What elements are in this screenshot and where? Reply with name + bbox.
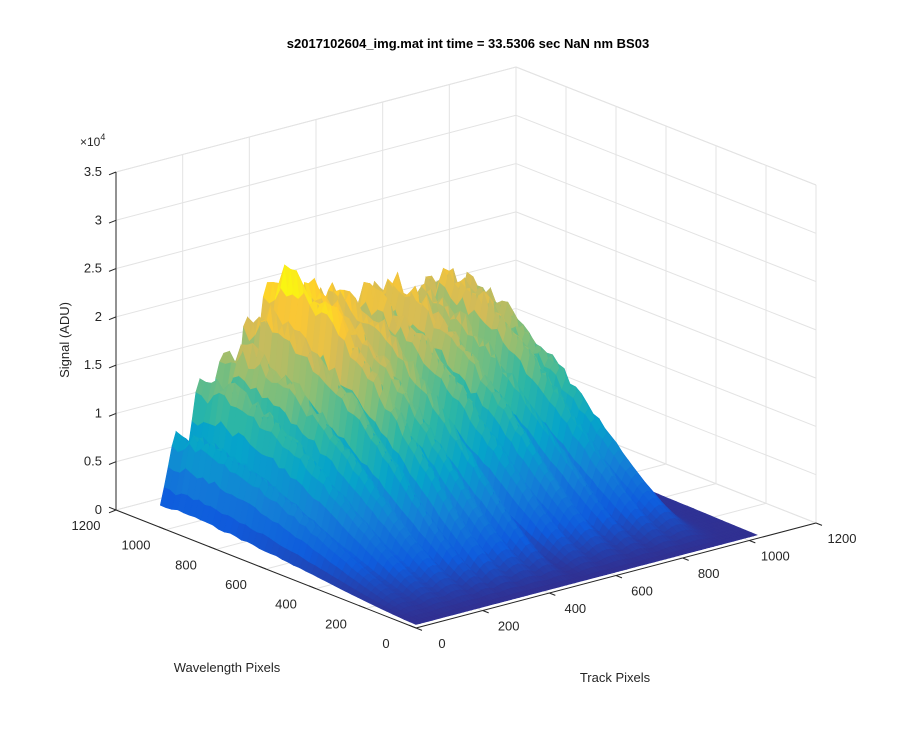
chart-title: s2017102604_img.mat int time = 33.5306 s… (287, 36, 649, 51)
axis-labels: s2017102604_img.mat int time = 33.5306 s… (57, 36, 856, 685)
z-tick-4 (108, 316, 117, 321)
x-tick-label-5: 1000 (761, 549, 790, 564)
y-tick-label-3: 600 (225, 577, 247, 592)
grid-sidewall-z-5 (515, 163, 817, 283)
y-axis-label: Wavelength Pixels (174, 660, 281, 675)
z-tick-label-4: 2 (95, 309, 102, 324)
x-tick-5 (749, 540, 756, 544)
y-tick-2 (308, 585, 317, 590)
x-tick-1 (482, 610, 489, 614)
surface-mesh[interactable] (159, 264, 758, 625)
z-tick-2 (108, 412, 117, 417)
grid-backwall-z-4 (115, 211, 517, 318)
x-tick-label-1: 200 (498, 619, 520, 634)
z-axis-label: Signal (ADU) (57, 302, 72, 378)
z-exponent-label: ×104 (80, 132, 105, 149)
x-tick-label-3: 600 (631, 584, 653, 599)
z-tick-5 (108, 268, 117, 272)
z-tick-label-1: 0.5 (84, 454, 102, 469)
grid-backwall-z-5 (115, 163, 517, 270)
y-tick-1 (358, 605, 367, 609)
z-tick-label-0: 0 (95, 502, 102, 517)
z-tick-label-3: 1.5 (84, 357, 102, 372)
z-tick-label-5: 2.5 (84, 261, 102, 276)
y-tick-label-5: 1000 (122, 538, 151, 553)
x-tick-3 (615, 575, 623, 579)
y-tick-3 (258, 565, 267, 570)
y-tick-label-1: 200 (325, 616, 347, 631)
z-tick-label-7: 3.5 (84, 164, 102, 179)
x-tick-label-6: 1200 (828, 531, 857, 546)
surface-patch (746, 532, 758, 537)
y-tick-label-6: 1200 (72, 518, 101, 533)
x-tick-4 (682, 557, 689, 561)
z-tick-label-2: 1 (95, 405, 102, 420)
y-tick-label-0: 0 (382, 636, 389, 651)
y-tick-4 (208, 546, 217, 550)
y-tick-5 (158, 526, 167, 531)
x-tick-label-0: 0 (438, 636, 445, 651)
y-tick-label-2: 400 (275, 597, 297, 612)
z-tick-6 (108, 219, 117, 224)
grid-sidewall-z-6 (515, 114, 817, 234)
x-tick-2 (549, 592, 556, 596)
y-tick-label-4: 800 (175, 557, 197, 572)
grid-backwall-z-6 (115, 114, 517, 221)
grid-sidewall-z-3 (515, 259, 817, 379)
z-tick-label-6: 3 (95, 212, 102, 227)
x-tick-0 (415, 627, 423, 631)
x-tick-6 (815, 522, 823, 526)
box-edge-side-top (515, 66, 817, 186)
x-tick-label-4: 800 (698, 566, 720, 581)
axes-box (108, 171, 823, 631)
grid-sidewall-z-2 (515, 307, 817, 427)
z-tick-3 (108, 364, 117, 369)
z-tick-1 (108, 461, 117, 465)
x-axis-label: Track Pixels (580, 670, 651, 685)
z-tick-0 (108, 509, 117, 514)
y-tick-0 (408, 624, 417, 629)
box-edge-back-top (115, 66, 517, 173)
z-tick-7 (108, 171, 117, 176)
y-tick-6 (108, 506, 117, 511)
grid-sidewall-z-4 (515, 211, 817, 331)
x-tick-label-2: 400 (564, 601, 586, 616)
